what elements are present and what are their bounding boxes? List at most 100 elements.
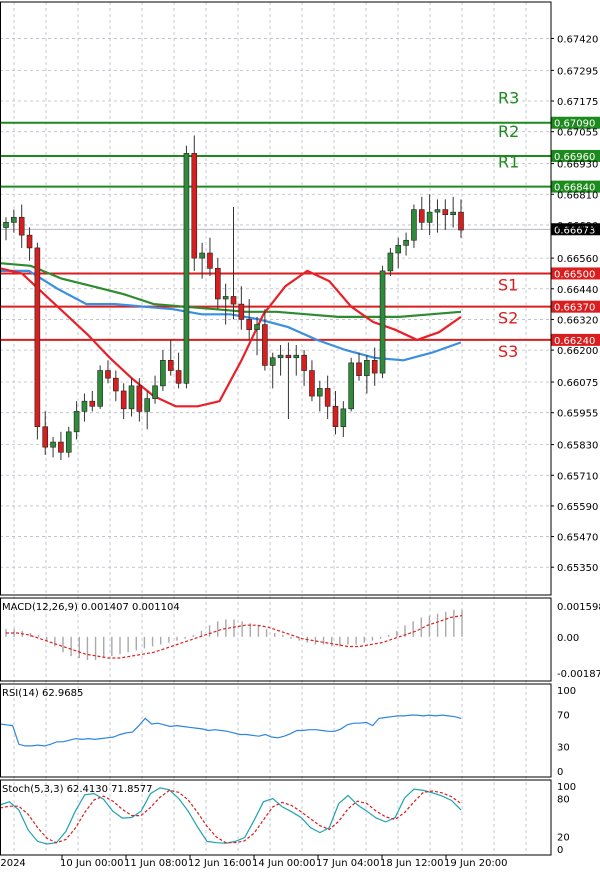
candle-body: [293, 354, 300, 359]
candle-body: [340, 408, 347, 428]
y-tick-label: 0.65350: [557, 563, 598, 574]
candle-body: [426, 211, 433, 223]
level-price-tag: [551, 333, 600, 346]
candle-body: [269, 357, 276, 366]
candle-body: [450, 211, 456, 216]
macd-label: MACD(12,26,9) 0.001407 0.001104: [2, 602, 180, 613]
candle-body: [215, 268, 221, 300]
current-price-tag: [551, 223, 600, 236]
candle-body: [403, 239, 409, 246]
candle-body: [120, 390, 127, 410]
rsi-line: [0, 714, 462, 747]
candle-body: [262, 324, 268, 366]
candle-body: [411, 209, 417, 241]
candle-body: [50, 441, 56, 448]
candle-body: [254, 324, 260, 330]
y-tick-label: 0.66075: [557, 378, 598, 389]
candle-body: [18, 216, 25, 236]
level-name-s2: S2: [498, 309, 518, 328]
candle-body: [324, 388, 331, 407]
level-price-label: 0.66500: [554, 269, 595, 280]
x-tick-label: 7 Jun 2024: [0, 858, 26, 869]
level-price-tag: [551, 267, 600, 280]
x-tick-label: 19 Jun 20:00: [444, 858, 508, 869]
level-price-label: 0.67090: [554, 119, 595, 130]
candle-body: [309, 370, 315, 397]
level-price-tag: [551, 180, 600, 193]
level-price-tag: [551, 300, 600, 313]
level-name-r2: R2: [498, 122, 519, 141]
level-price-tag: [551, 116, 600, 129]
candle-body: [364, 360, 370, 376]
y-tick-label: 0.66690: [557, 221, 598, 232]
candle-body: [387, 252, 394, 272]
x-tick-label: 11 Jun 08:00: [124, 858, 188, 869]
candle-body: [42, 426, 49, 448]
level-price-label: 0.66840: [554, 183, 595, 194]
candle-body: [89, 400, 96, 407]
candle-body: [144, 398, 151, 412]
candle-body: [379, 270, 386, 374]
candle-body: [26, 234, 33, 249]
candle-body: [105, 370, 111, 379]
panel-frame-stoch: [0, 779, 552, 856]
macd-tick-label: 0.00: [557, 633, 579, 644]
rsi-tick-label: 70: [557, 710, 570, 721]
candle-body: [246, 319, 252, 330]
candle-body: [3, 222, 9, 228]
x-tick-label: 18 Jun 12:00: [380, 858, 444, 869]
candle-body: [175, 370, 182, 384]
stoch-label: Stoch(5,3,3) 62.4130 71.8577: [2, 784, 153, 795]
panel-frame-price: [0, 1, 552, 596]
candle-body: [199, 252, 205, 259]
candle-body: [277, 354, 284, 359]
rsi-tick-label: 30: [557, 743, 570, 754]
candle-body: [191, 153, 198, 259]
candle-body: [81, 400, 88, 412]
panel-frame-macd: [0, 597, 552, 682]
candle-body: [34, 247, 41, 428]
y-tick-label: 0.66440: [557, 285, 598, 296]
candle-body: [434, 209, 441, 213]
candle-body: [418, 209, 425, 223]
y-tick-label: 0.65710: [557, 471, 598, 482]
indicators: MACD(12,26,9) 0.001407 0.001104 RSI(14) 6…: [0, 602, 463, 845]
x-tick-label: 10 Jun 00:00: [60, 858, 124, 869]
candle-body: [395, 245, 402, 254]
candle-body: [128, 385, 135, 410]
x-tick-label: 12 Jun 16:00: [188, 858, 252, 869]
y-tick-label: 0.66560: [557, 254, 598, 265]
level-name-r3: R3: [498, 89, 519, 108]
grid: [0, 2, 551, 855]
y-tick-label: 0.66200: [557, 346, 598, 357]
stoch-tick-label: 80: [557, 795, 570, 806]
candle-body: [348, 362, 354, 410]
level-price-label: 0.66240: [554, 336, 595, 347]
stoch-tick-label: 100: [557, 782, 576, 793]
candle-body: [136, 385, 143, 412]
stoch-tick-label: 20: [557, 832, 570, 843]
level-price-tag: [551, 149, 600, 162]
y-tick-label: 0.66930: [557, 160, 598, 171]
y-tick-label: 0.65955: [557, 409, 598, 420]
candles: [3, 135, 464, 460]
rsi-label: RSI(14) 62.9685: [2, 688, 83, 699]
macd-signal-line: [6, 615, 463, 659]
candle-body: [222, 296, 229, 300]
candle-body: [316, 388, 323, 397]
y-tick-label: 0.67420: [557, 34, 598, 45]
macd-tick-label: 0.001598: [557, 602, 600, 613]
candle-body: [207, 252, 213, 269]
x-tick-label: 17 Jun 04:00: [316, 858, 380, 869]
candle-body: [58, 441, 64, 453]
candle-body: [238, 303, 245, 320]
level-name-r1: R1: [498, 153, 519, 172]
rsi-tick-label: 0: [557, 767, 563, 778]
panel-frame-rsi: [0, 683, 552, 778]
stoch-signal-line: [0, 789, 462, 844]
candle-body: [160, 360, 166, 387]
candle-body: [152, 385, 158, 399]
y-tick-label: 0.66320: [557, 315, 598, 326]
candle-body: [183, 153, 190, 384]
